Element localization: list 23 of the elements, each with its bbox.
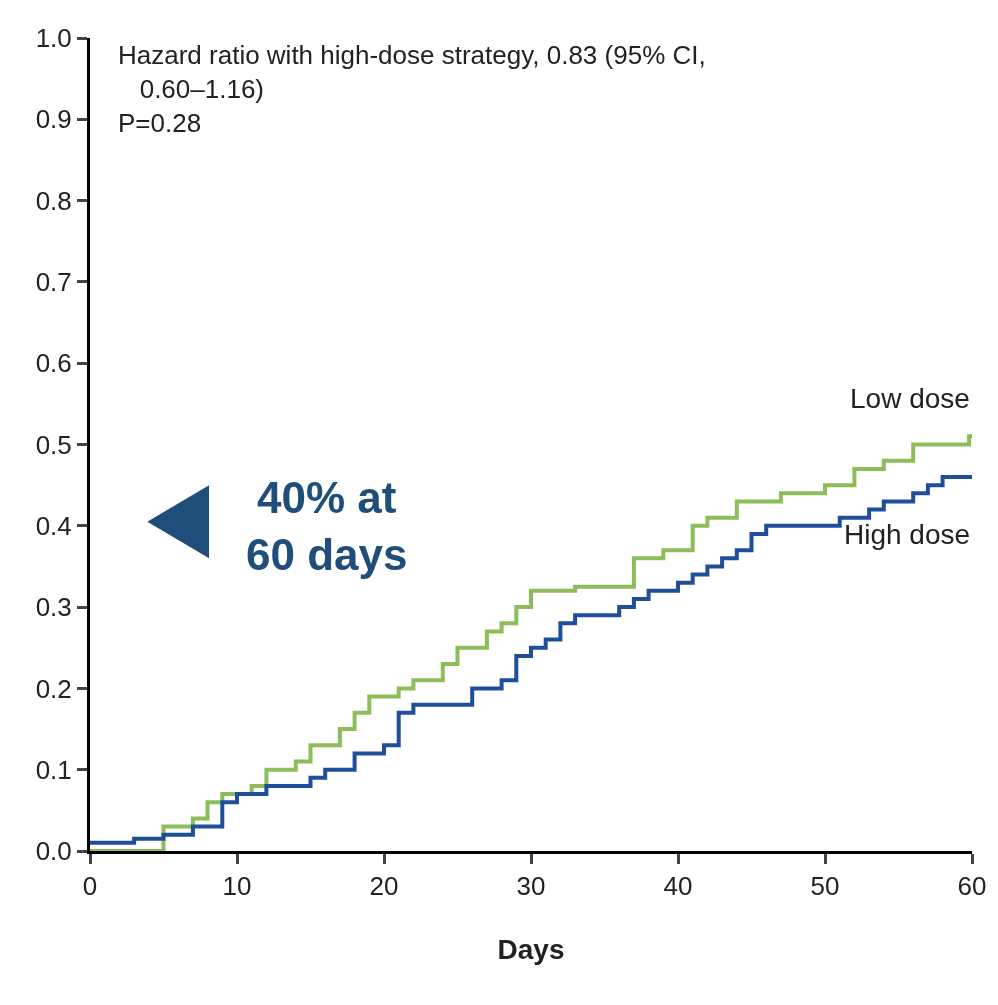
x-tick-label: 60 bbox=[957, 871, 987, 902]
x-tick-label: 0 bbox=[82, 871, 98, 902]
y-tick-label: 0.2 bbox=[35, 673, 72, 704]
y-tick-label: 0.9 bbox=[35, 104, 72, 135]
annotation: 40% at 60 days bbox=[246, 473, 408, 580]
y-tick-label: 0.0 bbox=[35, 836, 72, 867]
y-tick-label: 0.6 bbox=[35, 348, 72, 379]
x-tick-label: 50 bbox=[810, 871, 840, 902]
y-tick-label: 0.7 bbox=[35, 267, 72, 297]
series-label: High dose bbox=[844, 519, 971, 550]
x-tick-label: 30 bbox=[516, 871, 546, 902]
y-tick-label: 0.8 bbox=[35, 185, 72, 216]
y-tick-label: 0.5 bbox=[35, 429, 72, 460]
y-tick-label: 0.3 bbox=[35, 592, 72, 623]
y-tick-label: 0.1 bbox=[35, 754, 72, 785]
x-tick-label: 40 bbox=[663, 871, 693, 902]
y-tick-label: 0.4 bbox=[35, 510, 72, 541]
x-tick-label: 10 bbox=[222, 871, 252, 902]
y-tick-label: 1.0 bbox=[35, 23, 72, 54]
series-label: Low dose bbox=[850, 383, 970, 414]
x-tick-label: 20 bbox=[369, 871, 399, 902]
x-axis-title: Days bbox=[497, 934, 565, 966]
annotation: Hazard ratio with high-dose strategy, 0.83 (95% CI, 0.60–1.16) P=0.28 bbox=[118, 40, 706, 138]
